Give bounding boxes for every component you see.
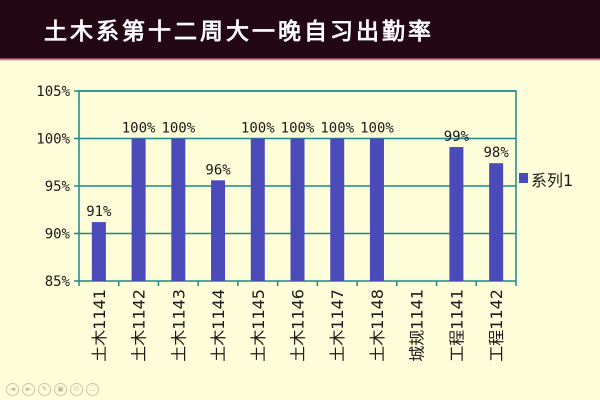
title-underline — [0, 58, 600, 61]
data-label: 100% — [241, 121, 275, 137]
y-tick-label: 90% — [45, 227, 71, 243]
category-label: 工程1141 — [447, 289, 466, 362]
bar — [449, 147, 464, 281]
category-label: 土木1143 — [169, 289, 188, 362]
data-label: 100% — [281, 121, 315, 137]
category-label: 土木1144 — [209, 289, 228, 362]
slide-controls: ◄ ► ✎ ▣ ⊙ … — [6, 383, 99, 397]
category-label: 土木1146 — [289, 289, 308, 362]
y-tick-label: 105% — [36, 84, 70, 100]
category-label: 土木1145 — [249, 289, 268, 362]
slide-title: 土木系第十二周大一晚自习出勤率 — [44, 19, 434, 45]
y-tick-label: 85% — [45, 274, 71, 290]
data-label: 91% — [86, 204, 112, 220]
data-label: 100% — [161, 121, 195, 137]
bar — [250, 138, 265, 281]
bar — [369, 138, 384, 281]
more-icon[interactable]: … — [86, 383, 99, 396]
data-label: 100% — [360, 121, 394, 137]
category-label: 土木1142 — [130, 289, 149, 362]
category-label: 土木1141 — [90, 289, 109, 362]
bar — [489, 163, 504, 281]
data-label: 100% — [320, 121, 354, 137]
y-tick-label: 100% — [36, 132, 70, 148]
menu-icon[interactable]: ▣ — [54, 383, 67, 396]
category-label: 城规1141 — [408, 289, 427, 362]
y-tick-label: 95% — [45, 179, 71, 195]
bar — [211, 180, 226, 281]
bar — [290, 138, 305, 281]
category-label: 土木1147 — [328, 289, 347, 362]
data-label: 99% — [444, 129, 470, 145]
data-label: 100% — [122, 121, 156, 137]
bar — [171, 138, 186, 281]
zoom-icon[interactable]: ⊙ — [70, 383, 83, 396]
legend-label: 系列1 — [531, 171, 573, 190]
next-slide-icon[interactable]: ► — [22, 383, 35, 396]
prev-slide-icon[interactable]: ◄ — [6, 383, 19, 396]
data-label: 96% — [205, 162, 231, 178]
data-label: 98% — [483, 145, 509, 161]
bar — [330, 138, 345, 281]
category-label: 工程1142 — [487, 289, 506, 362]
title-bar: 土木系第十二周大一晚自习出勤率 — [0, 0, 600, 58]
pen-icon[interactable]: ✎ — [38, 383, 51, 396]
bar — [91, 222, 106, 281]
legend-swatch — [519, 173, 528, 183]
bar — [131, 138, 146, 281]
category-label: 土木1148 — [368, 289, 387, 362]
